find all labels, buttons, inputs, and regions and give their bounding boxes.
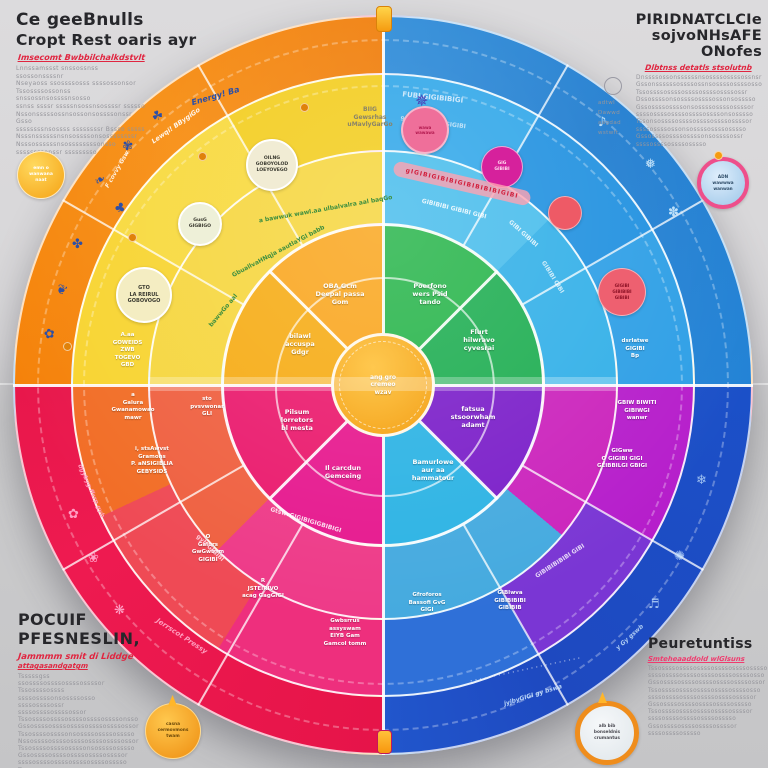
bottom-right-paragraph: Tssossssossssossssossssossssossssor ssss… xyxy=(648,666,768,737)
ring-label-goweids: A.aa GOWEIDS ZWB TOGEVO GBD xyxy=(112,332,143,369)
flame-icon xyxy=(168,695,177,706)
top-left-heading-2: Cropt Rest oaris ayr xyxy=(16,31,197,49)
top-left-heading-1: Ce geeBnulls xyxy=(16,10,144,30)
segment-label-flurt: Flurt hilwravo cyvesrai xyxy=(463,328,495,352)
flower-icon: ✿ xyxy=(68,507,79,522)
asterisk-flower-icon: ❋ xyxy=(114,603,125,618)
flame-icon xyxy=(598,692,607,703)
star-flower-icon: ✽ xyxy=(668,205,679,220)
boundary-dot xyxy=(198,152,207,161)
ring-label-stsawvst: i, stsAwvst Gramons P. aNSIGIBLIA GEBYSI… xyxy=(131,446,173,475)
segment-label-oba: OBA Gcm Deepal passa Gom xyxy=(315,282,365,306)
bottom-left-red-note-2: attagasandgatgm xyxy=(17,662,89,670)
music-notes-icon: ♬ xyxy=(648,597,660,612)
horizontal-highlight-band xyxy=(148,377,618,391)
bottom-left-text-block: POCUIF PFESNESLIN, Jammmm smit di Liddge… xyxy=(17,610,168,768)
ring-label-gibwva: GIBIwva GIBIBIBIBI GIBIBIB xyxy=(494,590,526,612)
badge-oilng: OILNG GOBOYOLOD LOEYOVEGO xyxy=(246,139,298,191)
top-left-paragraph: Lnnssamssst snssossnss ssossonssssnr Nse… xyxy=(16,65,146,156)
ring-label-jsteirivo: R JSTEIRIVO acag GagGIGI xyxy=(242,578,284,600)
badge-gto: GTO LA REIRUL GOBOVOGO xyxy=(116,267,172,323)
bottom-left-heading-1: POCUIF xyxy=(18,610,87,629)
segment-label-poerfono: Poerfono wers Psid tando xyxy=(412,282,448,306)
top-right-red-note: Dlbtnss detatls stsolutnb xyxy=(644,63,753,72)
ring-label-gfroforos: Gfroforos Bassofi GvG GIGI xyxy=(408,592,446,614)
segment-label-fatsua: fatsua stsoorwham adamt xyxy=(450,405,496,429)
top-left-text-block: Ce geeBnulls Cropt Rest oaris ayr Imseco… xyxy=(16,10,226,156)
inner-mid-arc xyxy=(275,277,495,497)
ring-label-galura: a Galura Gwanamowao mawr xyxy=(111,392,155,421)
segment-label-pilsum: Pilsum lorretors bl mesta xyxy=(280,408,314,432)
top-right-columns: adtwl Dawwd aagdad wstwft Dnssssossonsss… xyxy=(598,75,762,149)
bottom-left-paragraph: Tsssssgss ssossssossssossssossssor Tssos… xyxy=(18,673,140,768)
ring-label-gwbsrrus: Gwbsrrus assyswam EIYB Gam Gamcol tomm xyxy=(323,618,367,647)
corner-badge-top-right: ADN wawwwa wanwan xyxy=(697,157,749,209)
corner-badge-bottom-left: casna cermovmons twam xyxy=(145,703,201,759)
corner-badge-bottom-right: alb bib bonseldnis crumantus xyxy=(575,701,639,765)
burst-icon: ✵ xyxy=(415,91,429,110)
badge-tr-coral-small xyxy=(548,196,582,230)
blossom-icon: ❀ xyxy=(88,551,99,566)
badge-tr-coral: GIGIBI GIBIBIBI GIBIBI xyxy=(598,268,646,316)
ring-label-dsrlatwe: dsrlatwe GIGIBI Bp xyxy=(621,338,649,360)
center-hub: ang gro cremeo wzav xyxy=(331,333,435,437)
center-hub-ring xyxy=(339,341,427,429)
badge-tr-magenta: GIG GIBIBI xyxy=(481,146,523,188)
segment-label-bilawl: bilawl accuspa Gdgr xyxy=(285,332,315,356)
segment-label-bamurlowe: Bamurlowe aur aa hammatour xyxy=(411,458,455,482)
ring-label-gbiw: GBIW BIWITI GIBIWGI wanwr xyxy=(617,400,657,422)
ring-label-sto: sto pvsvwonar GLI xyxy=(190,396,224,418)
top-left-red-note: Imsecomt Bwbbilchalkdstvlt xyxy=(17,53,146,62)
top-right-heading-2: sojvoNHsAFE ONofes xyxy=(651,28,762,60)
boundary-dot xyxy=(63,342,72,351)
bottom-right-heading: Peuretuntiss xyxy=(648,636,753,652)
sun-icon: ✺ xyxy=(674,549,685,564)
bottom-right-red-note: Smteheaaddold wlGlsuns xyxy=(647,655,746,663)
badge-top-dot xyxy=(714,151,723,160)
corner-badge-top-left: emn o wanwana naat xyxy=(17,151,65,199)
flower-icon: ✿ xyxy=(42,326,57,343)
boundary-dot xyxy=(300,103,309,112)
top-right-paragraph: Dnssssossonssssssnsossssossssossnsr Gsso… xyxy=(636,75,763,148)
ring-label-gigww: GIGww O GIGIBI GIGI GEIBBILGI GBIGI xyxy=(596,448,648,470)
sparkle-icon: ✤ xyxy=(72,237,83,252)
top-right-heading-1: PIRIDNATCLCIe xyxy=(635,12,762,28)
snowflake-icon: ❄ xyxy=(696,473,707,488)
badge-gusg: GusG GIGBIGO xyxy=(178,202,222,246)
ring-label-biig: BIIG Gewsrhas uMavlyGarGo xyxy=(347,106,393,129)
bottom-left-heading-2: PFESNESLIN, xyxy=(18,629,141,648)
music-note-icon: ♪ xyxy=(598,115,607,130)
top-marker xyxy=(376,6,392,32)
ring-label-gaiurs: O GaIurs GwGwbsm GIGIBI xyxy=(191,534,225,563)
top-right-text-block: PIRIDNATCLCIe sojvoNHsAFE ONofes Dlbtnss… xyxy=(598,12,762,149)
segment-label-carcdun: Il carcdun Gemceing xyxy=(324,464,362,480)
boundary-dot xyxy=(128,233,137,242)
center-hub-label: ang gro cremeo wzav xyxy=(369,373,397,396)
seal-outline-icon xyxy=(604,77,622,95)
top-right-side-column: adtwl Dawwd aagdad wstwft xyxy=(598,75,630,149)
snowflake-icon: ❅ xyxy=(645,157,656,172)
bottom-marker xyxy=(377,730,392,754)
badge-tr-pink: wawa wawawa xyxy=(401,106,449,154)
top-right-side-items: adtwl Dawwd aagdad wstwft xyxy=(598,100,621,136)
bottom-left-red-note-1: Jammmm smit di Liddge xyxy=(17,652,134,662)
bottom-right-text-block: Peuretuntiss Smteheaaddold wlGlsuns Tsso… xyxy=(647,636,768,738)
